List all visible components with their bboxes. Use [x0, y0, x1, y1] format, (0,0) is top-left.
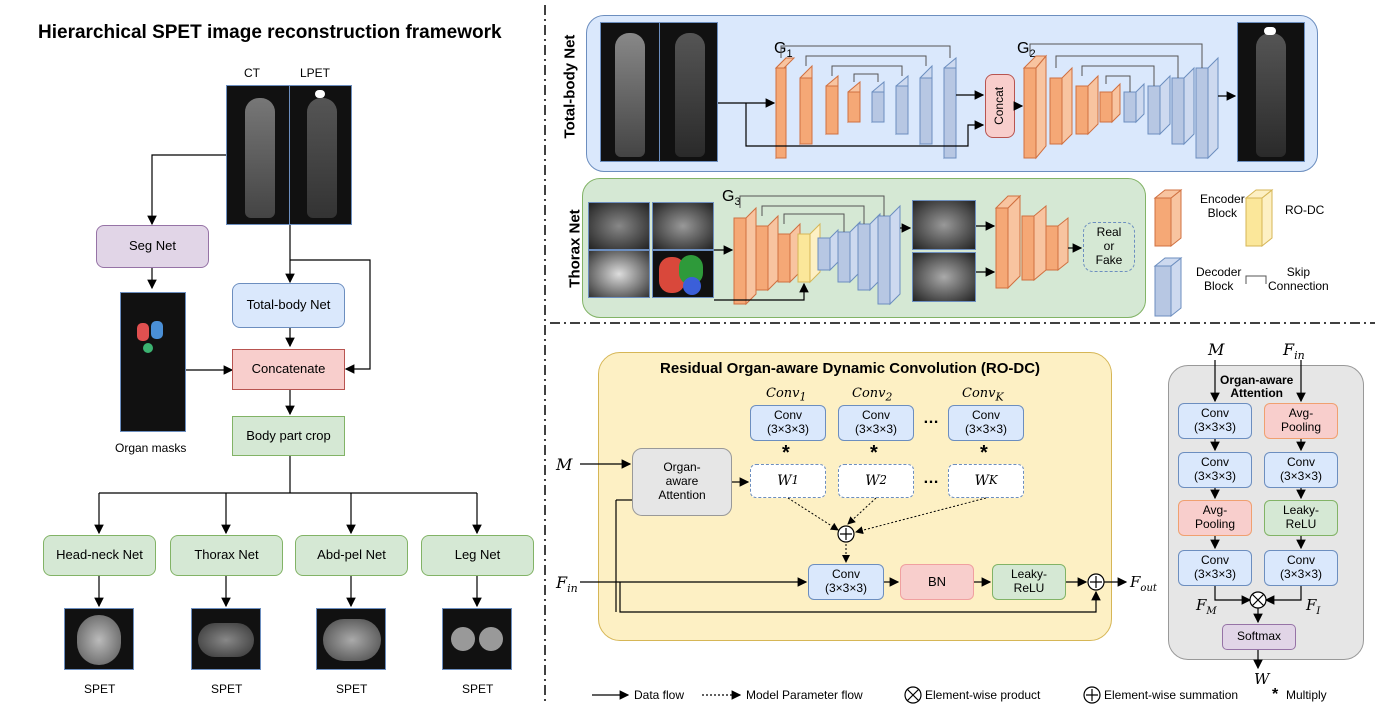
- conv1-box: Conv (3×3×3): [750, 405, 826, 441]
- oa-conv-3: Conv (3×3×3): [1178, 550, 1252, 586]
- spet-head-image: [64, 608, 134, 670]
- legend-param-flow: Model Parameter flow: [746, 688, 863, 702]
- g1-label: G1: [774, 40, 793, 61]
- tb-arrows: [718, 90, 1237, 147]
- conv1-label: Conv1: [766, 386, 807, 404]
- thorax-arrows: [714, 221, 1083, 301]
- ct-lpet-image: [226, 85, 352, 225]
- ct-label: CT: [244, 66, 260, 80]
- fin-input-label: Fin: [556, 573, 578, 596]
- thorax-net-box: Thorax Net: [170, 535, 283, 576]
- convk-label: ConvK: [962, 386, 1004, 404]
- skip-connection-legend-label: Skip Connection: [1268, 265, 1329, 293]
- tb-output-image: [1237, 22, 1305, 162]
- conv2-label: Conv2: [852, 386, 893, 404]
- decoder-block-legend-label: Decoder Block: [1196, 265, 1242, 293]
- thorax-output-image-2: [912, 252, 976, 302]
- oa-conv-1: Conv (3×3×3): [1178, 403, 1252, 439]
- legend-multiply: Multiply: [1286, 688, 1327, 702]
- total-body-net-box: Total-body Net: [232, 283, 345, 328]
- oa-m-label: M: [1208, 340, 1225, 359]
- oa-conv-2: Conv (3×3×3): [1178, 452, 1252, 488]
- rodc-param-arrows: [787, 497, 987, 563]
- g2-blocks: [1022, 43, 1219, 160]
- legend-summation: Element-wise summation: [1104, 688, 1239, 702]
- m-input-label: M: [556, 455, 573, 474]
- encoder-block-legend-label: Encoder Block: [1200, 192, 1245, 220]
- thorax-input-lpet: [588, 202, 650, 250]
- oa-avgpool-left: Avg- Pooling: [1178, 500, 1252, 536]
- fi-label: FI: [1306, 596, 1321, 617]
- concat-box: Concat: [985, 74, 1015, 138]
- g1-blocks: [774, 45, 957, 160]
- g2-label: G2: [1017, 40, 1036, 61]
- oa-product-node: [1249, 591, 1267, 609]
- softmax-box: Softmax: [1222, 624, 1296, 650]
- g3-label: G3: [722, 188, 741, 209]
- legend-star: *: [1272, 686, 1279, 703]
- framework-title: Hierarchical SPET image reconstruction f…: [38, 22, 502, 43]
- seg-net-box: Seg Net: [96, 225, 209, 268]
- bottom-legend-icons: [592, 686, 1101, 704]
- discriminator-blocks: [994, 194, 1069, 290]
- oa-conv-right-2: Conv (3×3×3): [1264, 550, 1338, 586]
- conv2-box: Conv (3×3×3): [838, 405, 914, 441]
- oa-avgpool-right: Avg- Pooling: [1264, 403, 1338, 439]
- lpet-label: LPET: [300, 66, 331, 80]
- leaky-relu-box: Leaky- ReLU: [992, 564, 1066, 600]
- thorax-input-lpet-2: [652, 202, 714, 250]
- abd-pel-net-box: Abd-pel Net: [295, 535, 408, 576]
- legend-product: Element-wise product: [925, 688, 1041, 702]
- oa-arrows: [1210, 360, 1306, 670]
- spet-leg-image: [442, 608, 512, 670]
- oa-conv-right-1: Conv (3×3×3): [1264, 452, 1338, 488]
- main-conv-box: Conv (3×3×3): [808, 564, 884, 600]
- multiply-star-1: *: [782, 442, 790, 464]
- spet-label-2: SPET: [211, 682, 243, 696]
- oa-fin-label: Fin: [1283, 340, 1305, 363]
- rodc-sum-nodes: [837, 525, 1105, 591]
- thorax-output-image-1: [912, 200, 976, 250]
- legend-data-flow: Data flow: [634, 688, 685, 702]
- organ-masks-image: [120, 292, 186, 432]
- organ-aware-attention-box: Organ-aware Attention: [632, 448, 732, 516]
- rodc-legend-label: RO-DC: [1285, 203, 1325, 217]
- spet-label-4: SPET: [462, 682, 494, 696]
- fm-label: FM: [1196, 596, 1217, 617]
- head-neck-net-box: Head-neck Net: [43, 535, 156, 576]
- oa-leaky-relu: Leaky- ReLU: [1264, 500, 1338, 536]
- left-connectors: [94, 154, 482, 608]
- leg-net-box: Leg Net: [421, 535, 534, 576]
- concatenate-box: Concatenate: [232, 349, 345, 390]
- spet-thorax-image: [191, 608, 261, 670]
- legend-block-icons: [1153, 188, 1274, 318]
- real-or-fake-box: Real or Fake: [1083, 222, 1135, 272]
- multiply-star-k: *: [980, 442, 988, 464]
- multiply-star-2: *: [870, 442, 878, 464]
- g3-blocks: [733, 195, 901, 306]
- thorax-input-ct: [588, 250, 650, 298]
- fout-output-label: Fout: [1130, 573, 1157, 594]
- bn-box: BN: [900, 564, 974, 600]
- spet-label-3: SPET: [336, 682, 368, 696]
- conv-ellipsis: …: [923, 410, 939, 427]
- rodc-arrows: [580, 459, 1128, 613]
- organ-masks-label: Organ masks: [115, 441, 187, 455]
- weight-ellipsis: …: [923, 470, 939, 487]
- body-part-crop-box: Body part crop: [232, 416, 345, 456]
- spet-label-1: SPET: [84, 682, 116, 696]
- convk-box: Conv (3×3×3): [948, 405, 1024, 441]
- oa-title: Organ-aware Attention: [1220, 373, 1294, 400]
- spet-abdomen-image: [316, 608, 386, 670]
- thorax-input-mask: [652, 250, 714, 298]
- rodc-title: Residual Organ-aware Dynamic Convolution…: [660, 360, 1041, 377]
- tb-input-image: [600, 22, 718, 162]
- w-output-label: W: [1254, 670, 1270, 688]
